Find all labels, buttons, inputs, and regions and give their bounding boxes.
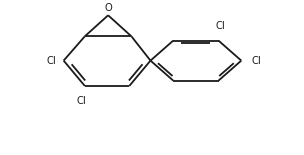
Text: O: O xyxy=(104,3,112,13)
Text: Cl: Cl xyxy=(46,56,56,66)
Text: Cl: Cl xyxy=(215,21,225,31)
Text: Cl: Cl xyxy=(77,96,87,106)
Text: Cl: Cl xyxy=(252,56,262,66)
